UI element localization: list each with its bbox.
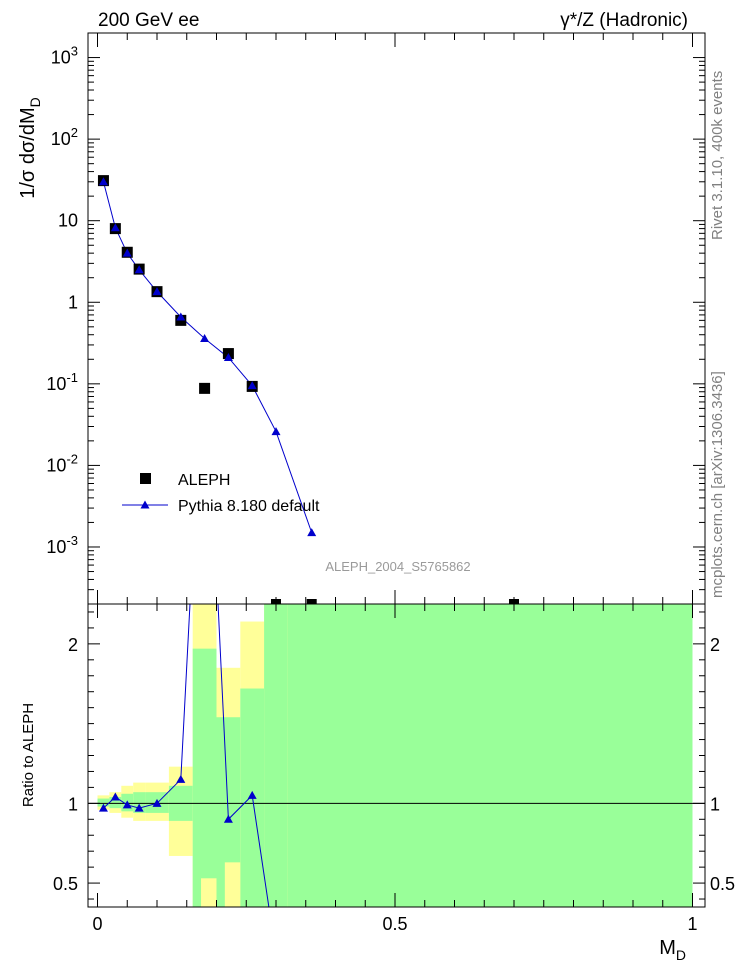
ratio-uncertainty-bands [97,604,693,907]
ratio-pythia-point [176,774,186,783]
x-tick-label: 0.5 [382,914,407,934]
main-y-tick-label: 10-3 [46,533,78,557]
pythia-main-point [134,265,144,274]
mcplots-credit: mcplots.cern.ch [arXiv:1306.3436] [709,371,726,598]
main-y-tick-label: 103 [51,44,78,68]
main-y-tick-base: 10 [46,537,66,557]
ratio-stat-band [264,604,288,907]
rivet-info: Rivet 3.1.10, 400k events [709,71,726,240]
x-tick-label: 0 [92,914,102,934]
pythia-main-point [122,248,132,257]
legend-aleph-label: ALEPH [178,472,230,489]
ratio-series [88,604,705,907]
pythia-main-point [176,312,186,321]
pythia-main-point [152,287,162,296]
pythia-main-point [200,333,210,342]
pythia-main-point [223,353,233,362]
header-left: 200 GeV ee [98,10,199,31]
ratio-ylabel: Ratio to ALEPH [20,703,37,807]
main-ylabel-subscript: D [27,97,43,107]
ratio-stat-band [192,648,217,907]
x-axis-label: MD [659,937,686,963]
ratio-pythia-point [134,803,144,812]
main-ylabel: 1/σ dσ/dMD [17,97,43,199]
pythia-main-point [98,177,108,186]
ratio-pythia-point [152,798,162,807]
analysis-watermark: ALEPH_2004_S5765862 [325,559,470,574]
ratio-pythia-point [223,814,233,823]
aleph-data-point [199,382,211,394]
legend-aleph-marker [140,473,151,484]
ratio-pythia-point [98,803,108,812]
ratio-y-tick-label-right: 2 [710,635,720,655]
legend: ALEPH Pythia 8.180 default [122,472,320,515]
ratio-stat-band [240,688,265,907]
legend-pythia-label: Pythia 8.180 default [178,498,320,515]
main-y-tick-exponent: 2 [71,125,78,140]
main-y-tick-label: 10-1 [46,370,78,394]
offscale-data-markers [271,599,519,604]
main-ylabel-text: 1/σ dσ/dM [17,107,39,198]
ratio-y-tick-label: 1 [68,794,78,814]
ratio-stat-band [287,604,693,907]
main-y-tick-label: 10 [58,211,78,231]
main-y-tick-base: 10 [46,455,66,475]
main-y-tick-label: 10-2 [46,451,78,475]
pythia-main-point [110,223,120,232]
main-y-tick-base: 10 [51,129,71,149]
main-y-tick-base: 10 [51,48,71,68]
ratio-pythia-point [110,792,120,801]
ratio-pythia-point [247,790,257,799]
main-y-tick-label: 1 [68,292,78,312]
x-axis-label-subscript: D [676,947,686,963]
main-y-tick-exponent: -3 [66,533,78,548]
main-y-tick-exponent: 3 [71,44,78,59]
ratio-stat-band [133,792,146,813]
ratio-y-tick-label: 0.5 [53,874,78,894]
pythia-main-point [247,381,257,390]
main-y-tick-label: 102 [51,125,78,149]
header-right: γ*/Z (Hadronic) [560,10,688,31]
ratio-y-tick-label-right: 0.5 [710,874,735,894]
ratio-stat-band [109,796,122,809]
ratio-axes: 0.5 0.5 1 1 2 2 0 0.5 1 [53,604,735,934]
main-y-tick-base: 10 [46,374,66,394]
aleph-offscale-point [306,599,317,604]
ratio-y-tick-label: 2 [68,635,78,655]
ratio-band-hole [224,862,241,907]
main-y-tick-exponent: -1 [66,370,78,385]
ratio-y-tick-label-right: 1 [710,794,720,814]
aleph-offscale-point [271,599,281,604]
ratio-band-hole [201,878,217,907]
main-series [97,175,317,537]
ratio-pythia-line [103,604,270,907]
pythia-main-point [271,427,281,436]
legend-pythia-marker [140,500,150,509]
pythia-main-point [307,528,317,537]
x-tick-label: 1 [687,914,697,934]
aleph-offscale-point [509,599,519,604]
ratio-stat-band [97,798,110,807]
main-y-tick-exponent: -2 [66,451,78,466]
x-axis-label-text: M [659,937,676,959]
ratio-pythia-point [122,800,132,809]
